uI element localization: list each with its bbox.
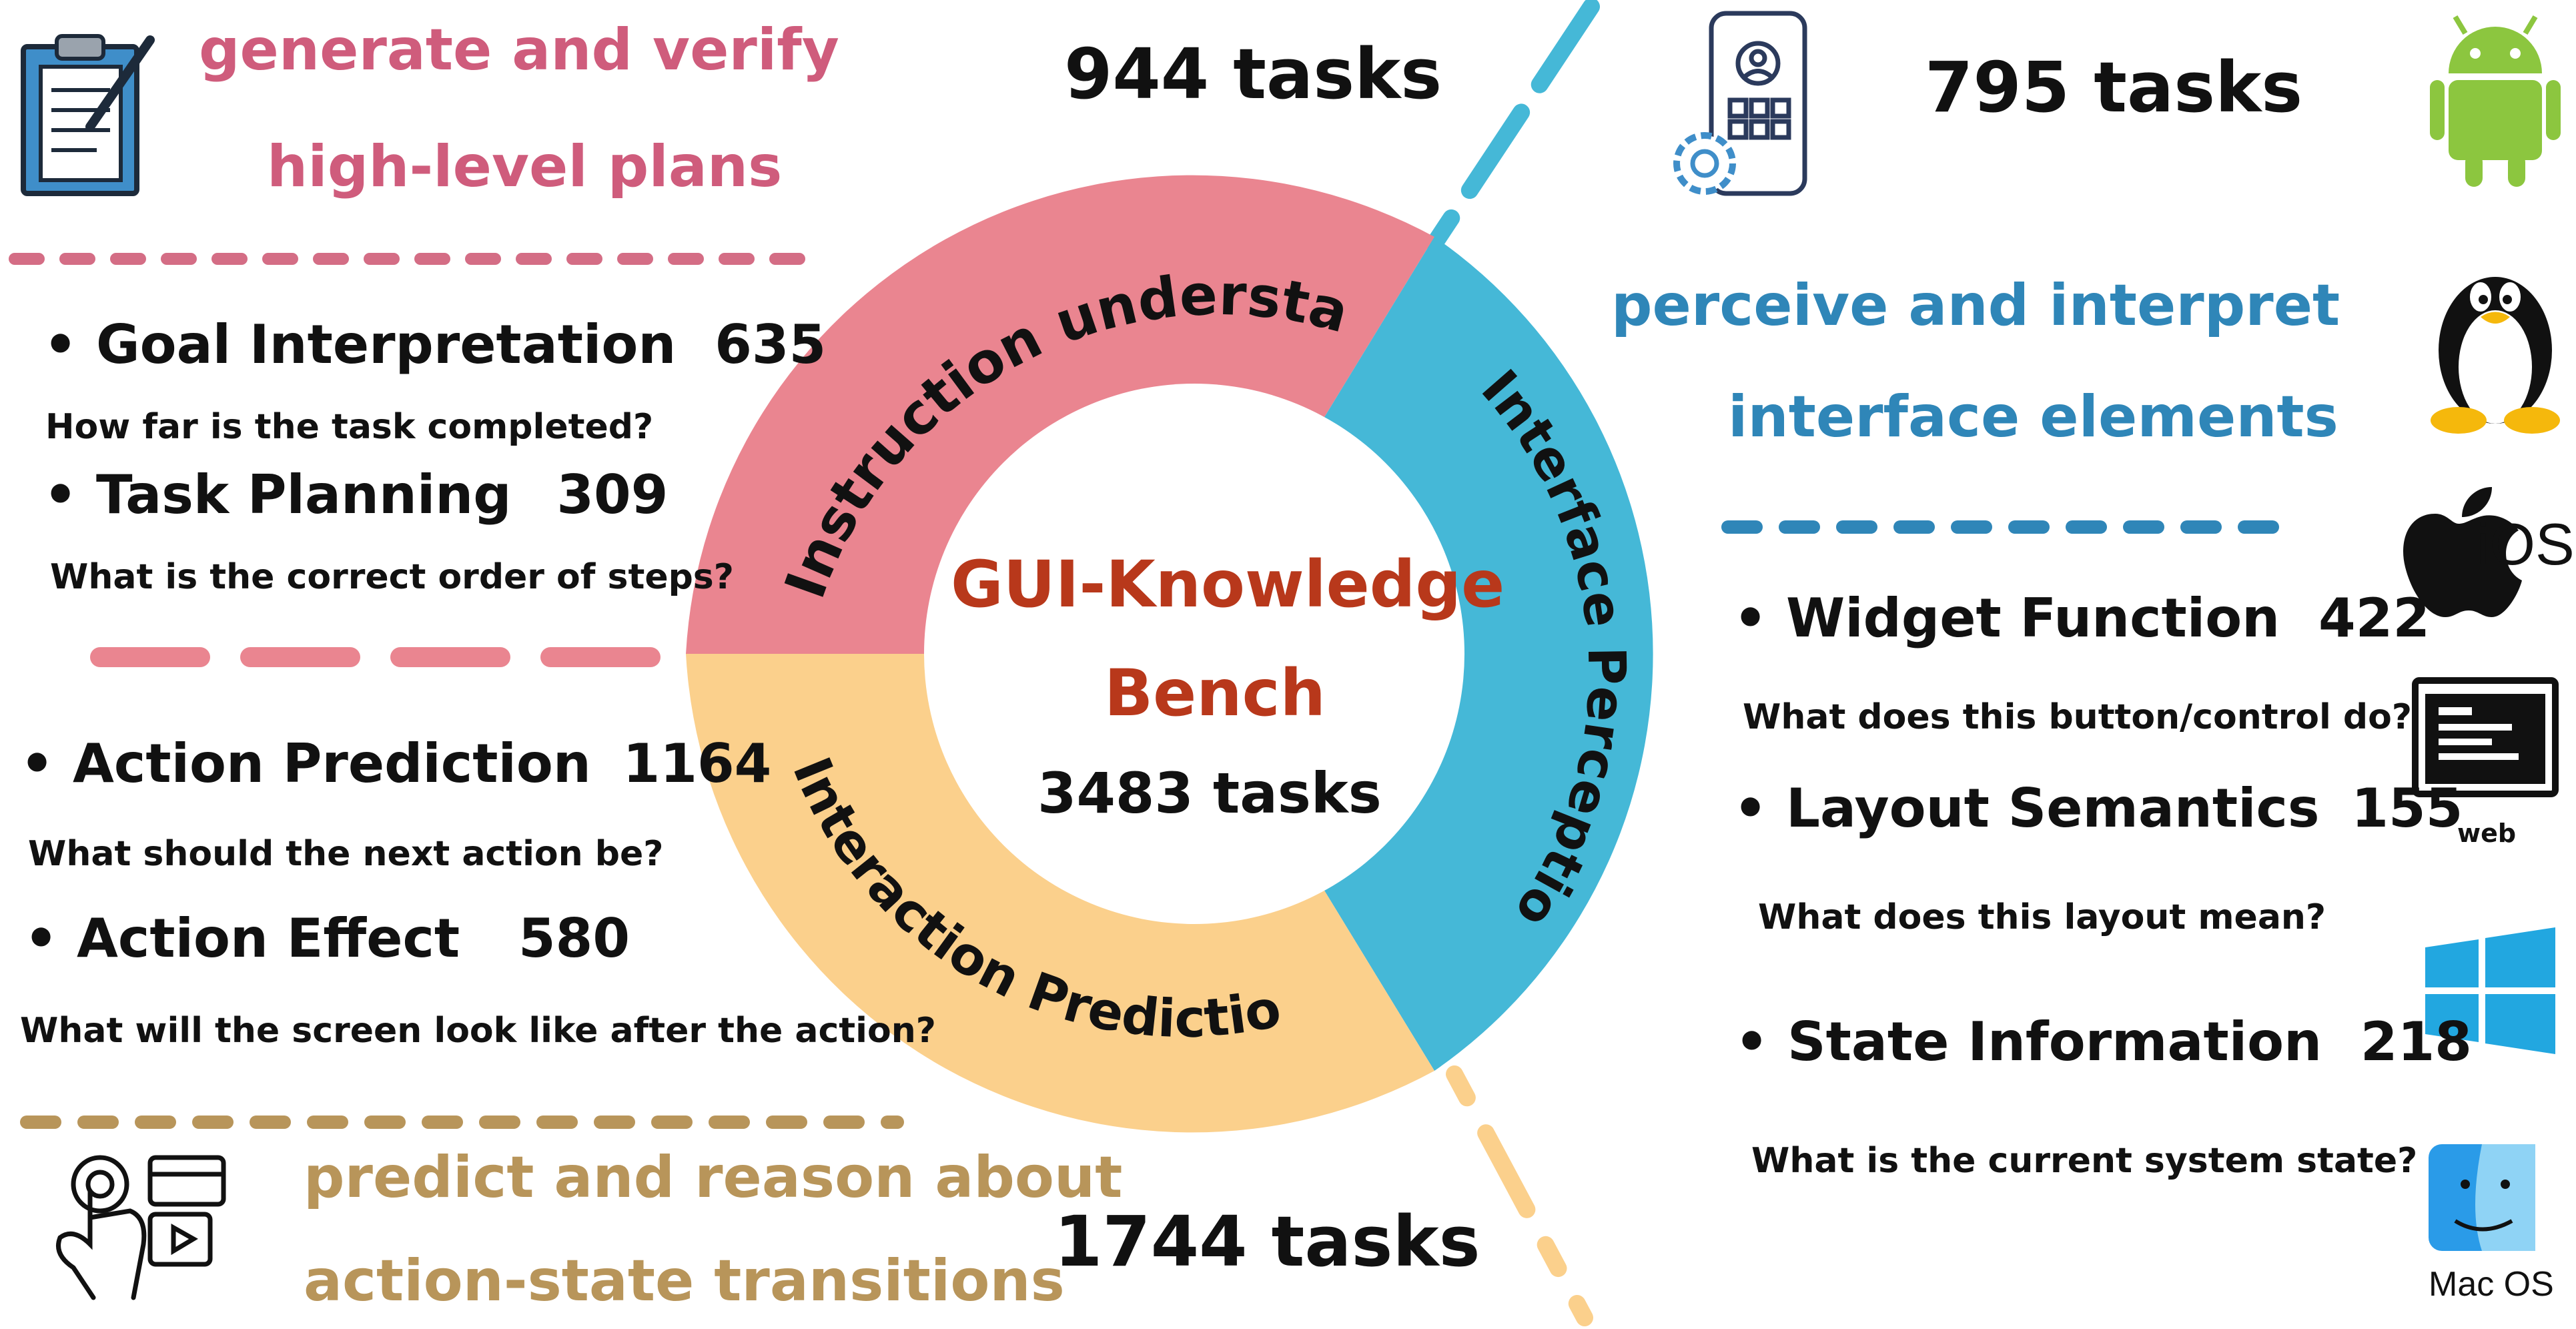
item-count: 1164 [622, 733, 772, 795]
prediction-task-count: 1744 tasks [1054, 1201, 1480, 1282]
ring-center [924, 384, 1464, 924]
perception-task-count: 795 tasks [1925, 47, 2303, 128]
question-widget-function: What does this button/control do? [1743, 697, 2412, 737]
segment-perception [1311, 237, 1653, 1071]
web-window-icon [2412, 677, 2559, 797]
item-task-planning: • Task Planning 309 [43, 464, 668, 526]
center-title-line1: GUI-Knowledge [951, 547, 1505, 622]
item-count: 309 [556, 464, 669, 526]
touch-gesture-icon [56, 1155, 226, 1300]
platform-label-ios: iOS [2477, 511, 2575, 577]
instruction-slogan-line1: generate and verify [199, 17, 839, 83]
platform-label-web: web [2457, 819, 2517, 848]
phone-settings-icon [1673, 11, 1807, 196]
item-label: Action Effect [77, 907, 460, 969]
item-state-information: • State Information 218 [1735, 1011, 2472, 1073]
bullet: • [1733, 587, 1768, 649]
question-layout-semantics: What does this layout mean? [1758, 897, 2326, 937]
bullet: • [1735, 1011, 1769, 1073]
linux-icon [2431, 277, 2560, 434]
center-title-line2: Bench [1104, 656, 1326, 731]
divider-line [1426, 0, 1600, 252]
question-state-information: What is the current system state? [1751, 1141, 2418, 1181]
item-goal-interpretation: • Goal Interpretation 635 [43, 314, 826, 376]
windows-icon [2425, 927, 2555, 1054]
question-action-prediction: What should the next action be? [28, 834, 664, 874]
segment-instruction [686, 175, 1434, 654]
item-label: State Information [1787, 1011, 2322, 1073]
platform-label-macos: Mac OS [2429, 1265, 2554, 1304]
android-icon [2430, 15, 2561, 187]
clipboard-icon [21, 34, 155, 196]
item-label: Action Prediction [73, 733, 591, 795]
instruction-task-count: 944 tasks [1064, 33, 1442, 115]
item-count: 635 [715, 314, 827, 376]
item-count: 422 [2318, 587, 2430, 649]
divider-line-lower [1446, 1065, 1593, 1326]
prediction-slogan-line1: predict and reason about [304, 1144, 1123, 1211]
apple-icon [2403, 487, 2522, 617]
item-action-prediction: • Action Prediction 1164 [20, 733, 771, 795]
item-count: 218 [2360, 1011, 2472, 1073]
item-action-effect: • Action Effect 580 [24, 907, 630, 969]
item-label: Layout Semantics [1786, 777, 2320, 839]
segment-prediction [686, 654, 1434, 1133]
item-count: 155 [2351, 777, 2463, 839]
question-goal-interpretation: How far is the task completed? [45, 407, 654, 447]
bullet: • [43, 314, 78, 376]
question-task-planning: What is the correct order of steps? [50, 557, 734, 597]
bullet: • [24, 907, 59, 969]
prediction-slogan-line2: action-state transitions [304, 1248, 1065, 1314]
question-action-effect: What will the screen look like after the… [20, 1011, 936, 1051]
item-layout-semantics: • Layout Semantics 155 [1733, 777, 2463, 839]
center-total-tasks: 3483 tasks [1037, 761, 1382, 826]
item-count: 580 [518, 907, 630, 969]
bullet: • [43, 464, 78, 526]
item-label: Goal Interpretation [96, 314, 677, 376]
perception-slogan-line1: perceive and interpret [1611, 272, 2340, 339]
perception-slogan-line2: interface elements [1728, 384, 2338, 450]
item-widget-function: • Widget Function 422 [1733, 587, 2430, 649]
bullet: • [20, 733, 55, 795]
finder-icon [2429, 1144, 2535, 1251]
bullet: • [1733, 777, 1768, 839]
item-label: Widget Function [1786, 587, 2280, 649]
item-label: Task Planning [96, 464, 512, 526]
instruction-slogan-line2: high-level plans [267, 133, 783, 200]
